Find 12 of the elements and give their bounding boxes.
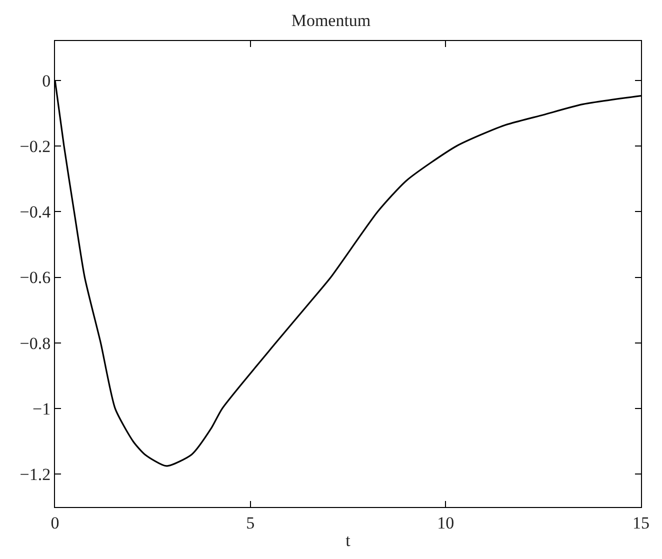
x-tick-label: 15 [632, 513, 650, 532]
y-tick-label: −1 [32, 400, 51, 418]
x-tick-label: 10 [437, 513, 454, 532]
y-tick-label: 0 [42, 71, 51, 90]
chart-title: Momentum [291, 10, 371, 30]
y-tick-label: −0.4 [20, 202, 52, 222]
y-tick-label: −1.2 [20, 465, 51, 484]
y-tick-label: −0.2 [20, 136, 51, 156]
y-tick-label: −0.8 [20, 334, 51, 353]
x-axis-title: t [346, 530, 351, 550]
y-tick-label: −0.6 [20, 268, 51, 288]
x-tick-label: 5 [246, 513, 255, 532]
